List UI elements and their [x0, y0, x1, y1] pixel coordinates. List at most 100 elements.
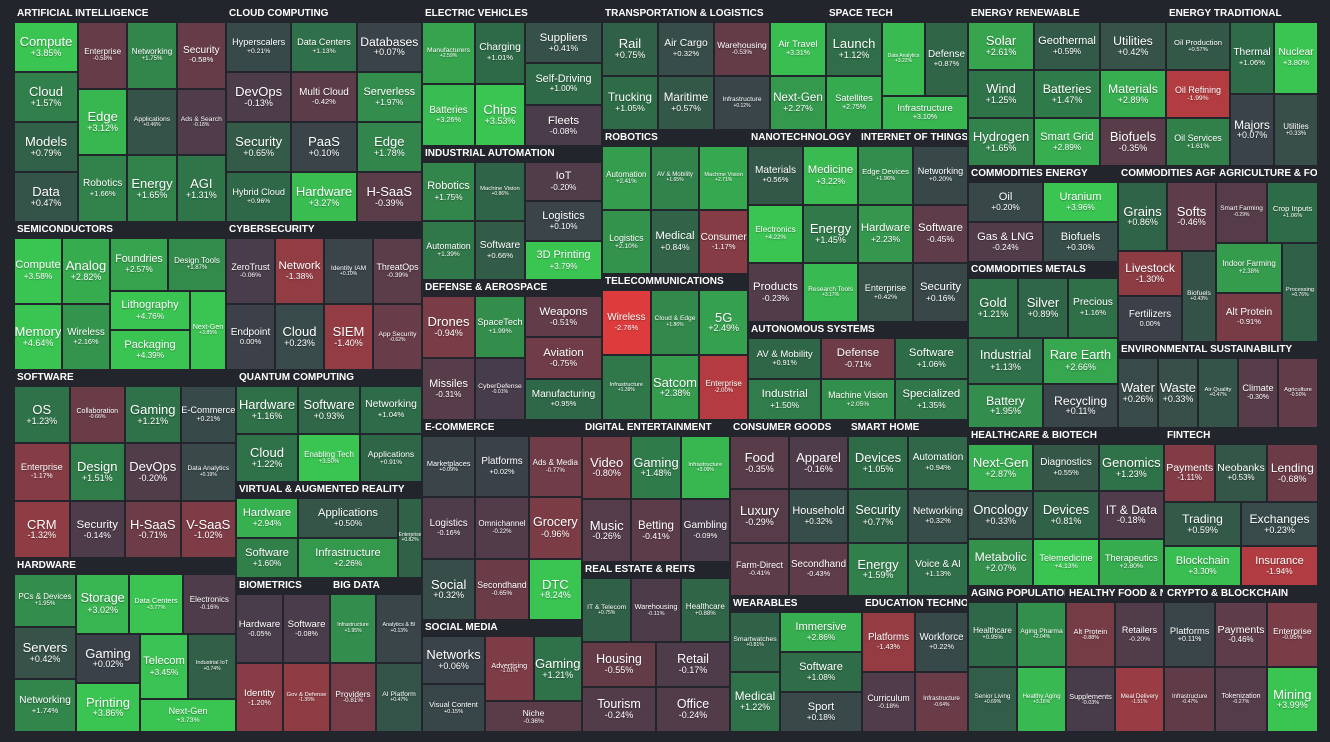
tile[interactable]: Sport +0.18%: [780, 692, 862, 732]
tile[interactable]: Processing +0.76%: [1282, 243, 1318, 342]
tile[interactable]: Gov & Defense -1.35%: [283, 663, 330, 732]
tile[interactable]: Defense +0.87%: [925, 22, 968, 96]
tile[interactable]: Software +1.08%: [780, 652, 862, 692]
tile[interactable]: Industrial +1.13%: [968, 338, 1043, 384]
tile[interactable]: Healthy Aging +3.16%: [1017, 667, 1066, 732]
tile[interactable]: Software -0.45%: [913, 204, 968, 264]
tile[interactable]: Memory +4.64%: [14, 304, 62, 370]
tile[interactable]: CRM -1.32%: [14, 500, 70, 558]
tile[interactable]: App Security -0.62%: [373, 304, 422, 370]
tile[interactable]: Battery +1.95%: [968, 384, 1043, 428]
tile[interactable]: Mining +3.99%: [1266, 667, 1318, 732]
tile[interactable]: Platforms +0.02%: [475, 436, 529, 498]
tile[interactable]: Smartwatches +0.81%: [730, 612, 780, 672]
tile[interactable]: Housing -0.55%: [582, 642, 656, 688]
tile[interactable]: Utilities +0.42%: [1100, 22, 1166, 70]
tile[interactable]: Defense -0.71%: [821, 338, 895, 379]
tile[interactable]: Data +0.47%: [14, 172, 78, 222]
tile[interactable]: Retail -0.17%: [656, 642, 730, 688]
tile[interactable]: Enterprise -0.58%: [78, 22, 128, 89]
tile[interactable]: Networks +0.06%: [422, 636, 485, 684]
tile[interactable]: Biofuels +0.30%: [1043, 222, 1118, 262]
tile[interactable]: Automation +0.94%: [908, 436, 968, 490]
tile[interactable]: Silver +0.89%: [1018, 278, 1068, 338]
tile[interactable]: ZeroTrust -0.06%: [226, 238, 275, 304]
tile[interactable]: Missiles -0.31%: [422, 358, 475, 420]
tile[interactable]: Edge +3.12%: [78, 88, 128, 156]
tile[interactable]: Therapeutics +2.80%: [1098, 538, 1164, 586]
tile[interactable]: Batteries +3.26%: [422, 84, 475, 146]
tile[interactable]: Enterprise +0.42%: [858, 263, 913, 322]
tile[interactable]: Fleets -0.08%: [525, 104, 602, 146]
tile[interactable]: IT & Telecom +0.75%: [582, 578, 632, 643]
tile[interactable]: Infrastructure +0.12%: [714, 76, 770, 130]
tile[interactable]: Telecom +3.45%: [140, 633, 188, 700]
tile[interactable]: Payments -0.46%: [1215, 602, 1267, 667]
tile[interactable]: Secondhand -0.43%: [789, 542, 848, 596]
tile[interactable]: Senior Living +0.69%: [968, 667, 1017, 732]
tile[interactable]: Security +0.65%: [226, 122, 292, 172]
tile[interactable]: ThreatOps -0.39%: [373, 238, 422, 304]
tile[interactable]: Workforce +0.22%: [915, 612, 968, 672]
tile[interactable]: Endpoint 0.00%: [226, 304, 275, 370]
tile[interactable]: Enterprise +0.82%: [398, 498, 422, 578]
tile[interactable]: Oncology +0.33%: [968, 491, 1034, 539]
tile[interactable]: Software -0.08%: [283, 594, 330, 663]
tile[interactable]: Edge +1.78%: [356, 122, 422, 172]
tile[interactable]: Devices +0.81%: [1033, 491, 1099, 539]
tile[interactable]: Cloud +1.22%: [236, 434, 298, 482]
tile[interactable]: Biofuels +0.43%: [1182, 250, 1216, 342]
tile[interactable]: Tokenization -0.27%: [1215, 667, 1267, 732]
tile[interactable]: Design Tools +1.87%: [168, 238, 226, 291]
tile[interactable]: Cloud +0.23%: [275, 304, 324, 370]
tile[interactable]: Precious +1.16%: [1068, 278, 1118, 338]
tile[interactable]: CyberDefense -0.01%: [475, 358, 525, 420]
tile[interactable]: Enabling Tech +3.50%: [298, 434, 360, 482]
tile[interactable]: Wireless -2.76%: [602, 290, 651, 355]
tile[interactable]: Gaming +1.21%: [533, 636, 582, 702]
tile[interactable]: Products -0.23%: [748, 263, 803, 322]
tile[interactable]: AGI +1.31%: [176, 155, 226, 222]
tile[interactable]: Lithography +4.76%: [110, 290, 190, 331]
tile[interactable]: Air Quality +0.47%: [1198, 358, 1238, 428]
tile[interactable]: Recycling +0.11%: [1043, 384, 1118, 428]
tile[interactable]: Metabolic +2.07%: [968, 538, 1034, 586]
tile[interactable]: Niche -0.36%: [485, 701, 582, 732]
tile[interactable]: Farm-Direct -0.41%: [730, 542, 789, 596]
tile[interactable]: Gaming +0.02%: [76, 633, 140, 683]
tile[interactable]: Oil Production +0.57%: [1166, 22, 1230, 70]
tile[interactable]: Gas & LNG -0.24%: [968, 222, 1043, 262]
tile[interactable]: Logistics -0.16%: [422, 497, 476, 559]
tile[interactable]: Healthcare +0.95%: [968, 602, 1017, 667]
tile[interactable]: Household +0.32%: [789, 489, 848, 543]
tile[interactable]: Aging Pharma +2.04%: [1017, 602, 1066, 667]
tile[interactable]: Indoor Farming +2.38%: [1216, 243, 1282, 293]
tile[interactable]: Research Tools +3.17%: [803, 263, 858, 322]
tile[interactable]: Nuclear +3.80%: [1274, 22, 1318, 94]
tile[interactable]: Wind +1.25%: [968, 70, 1034, 118]
tile[interactable]: Design +1.51%: [69, 443, 125, 501]
tile[interactable]: Utilities +0.33%: [1274, 94, 1318, 166]
tile[interactable]: Gaming +1.48%: [631, 436, 681, 499]
tile[interactable]: Materials +2.89%: [1100, 70, 1166, 118]
tile[interactable]: Betting -0.41%: [631, 499, 681, 562]
tile[interactable]: Platforms +0.11%: [1164, 602, 1216, 667]
tile[interactable]: Security -0.14%: [69, 500, 125, 558]
tile[interactable]: PaaS +0.10%: [291, 122, 357, 172]
tile[interactable]: Medical +1.22%: [730, 672, 780, 732]
tile[interactable]: Gaming +1.21%: [125, 386, 181, 444]
tile[interactable]: Launch +1.12%: [826, 22, 882, 76]
tile[interactable]: Alt Protein -0.88%: [1066, 602, 1115, 667]
tile[interactable]: Next-Gen +3.73%: [140, 699, 236, 732]
tile[interactable]: Alt Protein -0.91%: [1216, 292, 1282, 342]
tile[interactable]: Waste +0.33%: [1158, 358, 1198, 428]
tile[interactable]: Applications +0.46%: [127, 88, 177, 156]
tile[interactable]: Printing +3.86%: [76, 682, 140, 732]
tile[interactable]: Hardware +1.16%: [236, 386, 298, 434]
tile[interactable]: Chips +3.53%: [475, 84, 525, 146]
tile[interactable]: AV & Mobility +1.65%: [650, 146, 700, 210]
tile[interactable]: Networking +0.20%: [913, 146, 968, 205]
tile[interactable]: Trucking +1.05%: [602, 76, 658, 130]
tile[interactable]: Smart Grid +2.89%: [1034, 118, 1100, 166]
tile[interactable]: Geothermal +0.59%: [1034, 22, 1100, 70]
